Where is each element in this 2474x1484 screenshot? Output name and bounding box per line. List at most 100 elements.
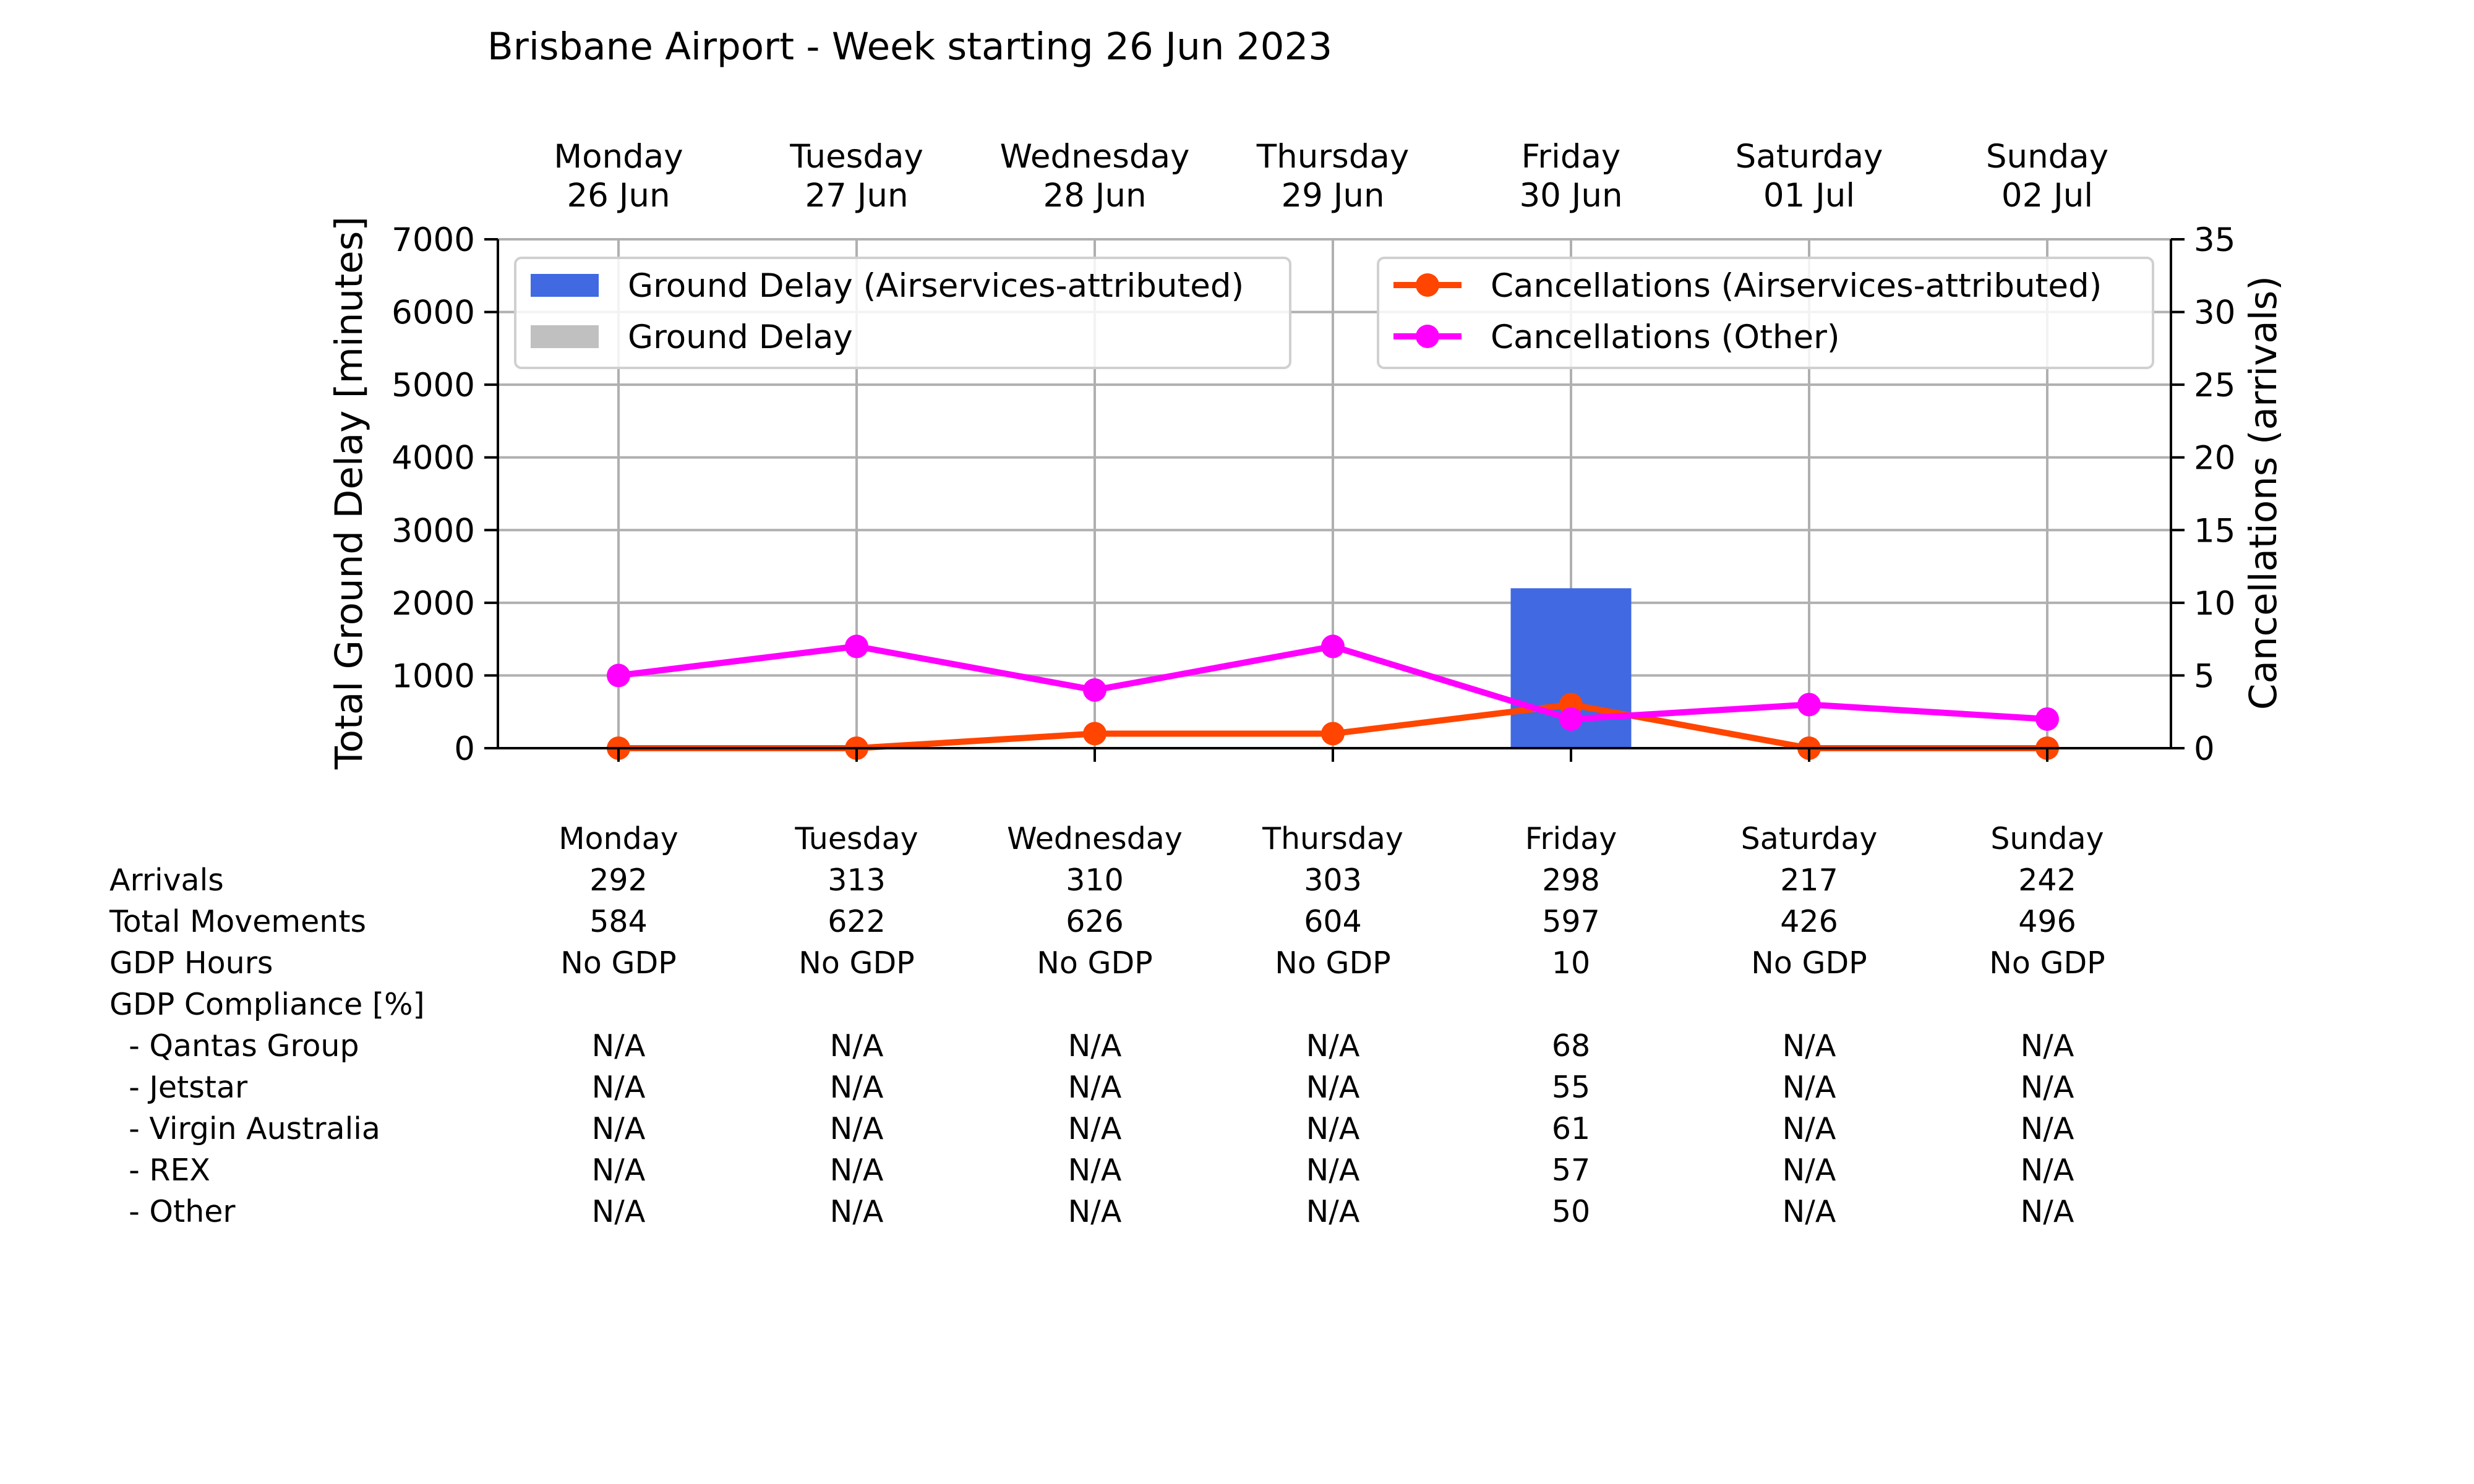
y-axis-label-left: Total Ground Delay [minutes]	[327, 216, 371, 770]
left-tick-label-2: 2000	[392, 585, 475, 623]
top-day-date-4: 30 Jun	[1519, 177, 1622, 215]
axes	[497, 239, 2172, 762]
table-cell: 584	[589, 904, 648, 939]
legend-right-frame	[1377, 257, 2154, 369]
table-cell: N/A	[1783, 1028, 1836, 1064]
legend-label-line-1: Cancellations (Other)	[1491, 318, 1840, 356]
table-row-label-4: - Qantas Group	[109, 1028, 359, 1064]
table-cell: N/A	[2021, 1070, 2074, 1105]
table-cell: N/A	[592, 1028, 646, 1064]
legend-right: Cancellations (Airservices-attributed) Ca…	[1377, 257, 2154, 369]
table-cell: No GDP	[798, 945, 914, 981]
chart-title: Brisbane Airport - Week starting 26 Jun …	[487, 25, 1332, 69]
top-day-date-2: 28 Jun	[1043, 177, 1146, 215]
right-ticks: 0 5 10 15 20 25 30 35	[2171, 221, 2235, 768]
point-cancellations-airservices-2	[1083, 722, 1106, 746]
table-row-label-1: Total Movements	[109, 904, 366, 939]
table-cell: 10	[1552, 945, 1590, 981]
legend-label-bar-1: Ground Delay	[628, 318, 853, 356]
stats-table: Monday Tuesday Wednesday Thursday Friday Satu…	[109, 821, 2105, 1229]
table-cell: 68	[1552, 1028, 1590, 1064]
table-row-label-8: - Other	[109, 1194, 236, 1229]
table-cell: 298	[1542, 863, 1600, 898]
table-cell: No GDP	[1751, 945, 1867, 981]
table-cell: N/A	[592, 1194, 646, 1229]
table-cell: N/A	[1306, 1070, 1360, 1105]
left-tick-label-1: 1000	[392, 657, 475, 695]
right-tick-label-6: 30	[2194, 294, 2235, 332]
table-cell: N/A	[1306, 1111, 1360, 1146]
top-day-date-5: 01 Jul	[1763, 177, 1855, 215]
table-cell: No GDP	[1275, 945, 1390, 981]
legend-label-bar-0: Ground Delay (Airservices-attributed)	[628, 267, 1244, 305]
table-cell: 217	[1780, 863, 1838, 898]
table-cell: N/A	[2021, 1028, 2074, 1064]
table-cell: 292	[589, 863, 648, 898]
legend-swatch-1	[531, 325, 599, 348]
table-cell: 426	[1780, 904, 1838, 939]
right-tick-label-2: 10	[2194, 585, 2235, 623]
top-day-name-4: Friday	[1522, 138, 1621, 176]
table-cell: N/A	[1783, 1153, 1836, 1188]
top-day-date-6: 02 Jul	[2001, 177, 2093, 215]
table-row-label-0: Arrivals	[109, 863, 224, 898]
right-tick-label-1: 5	[2194, 657, 2215, 695]
table-cell: N/A	[830, 1111, 884, 1146]
point-cancellations-other-4	[1559, 707, 1583, 731]
table-cell: N/A	[1068, 1028, 1122, 1064]
table-cell: 313	[828, 863, 886, 898]
table-cell: N/A	[1068, 1070, 1122, 1105]
point-cancellations-other-0	[607, 663, 630, 688]
table-header-6: Sunday	[1990, 821, 2104, 856]
table-cell: 242	[2018, 863, 2076, 898]
table-header-3: Thursday	[1262, 821, 1403, 856]
table-cell: No GDP	[1989, 945, 2105, 981]
table-cell: 604	[1304, 904, 1362, 939]
table-cell: N/A	[1068, 1194, 1122, 1229]
left-tick-label-6: 6000	[392, 294, 475, 332]
table-cell: No GDP	[1037, 945, 1152, 981]
table-header-0: Monday	[559, 821, 678, 856]
table-cell: N/A	[592, 1153, 646, 1188]
left-ticks: 0 1000 2000 3000 4000 5000 6000 7000	[392, 221, 498, 768]
table-cell: 310	[1066, 863, 1124, 898]
point-cancellations-other-3	[1321, 634, 1345, 659]
table-cell: N/A	[1306, 1153, 1360, 1188]
point-cancellations-other-6	[2035, 707, 2059, 731]
table-cell: N/A	[1783, 1111, 1836, 1146]
left-tick-label-3: 3000	[392, 512, 475, 550]
legend-swatch-0	[531, 274, 599, 297]
table-cell: 50	[1552, 1194, 1590, 1229]
point-cancellations-other-5	[1797, 693, 1821, 717]
table-cell: N/A	[1068, 1111, 1122, 1146]
table-cell: 626	[1066, 904, 1124, 939]
table-cell: N/A	[830, 1153, 884, 1188]
legend-marker-0	[1416, 273, 1439, 297]
point-cancellations-other-1	[845, 634, 868, 659]
table-cell: N/A	[830, 1028, 884, 1064]
top-day-name-3: Thursday	[1256, 138, 1409, 176]
right-tick-label-0: 0	[2194, 730, 2215, 768]
legend-left-frame	[514, 257, 1291, 369]
top-day-date-0: 26 Jun	[567, 177, 670, 215]
right-tick-label-4: 20	[2194, 440, 2235, 477]
right-tick-label-3: 15	[2194, 512, 2235, 550]
table-header-2: Wednesday	[1007, 821, 1183, 856]
top-day-name-6: Sunday	[1986, 138, 2108, 176]
table-cell: N/A	[1306, 1194, 1360, 1229]
table-cell: 597	[1542, 904, 1600, 939]
table-cell: N/A	[1783, 1194, 1836, 1229]
left-tick-label-4: 4000	[392, 440, 475, 477]
table-cell: N/A	[592, 1070, 646, 1105]
right-tick-label-5: 25	[2194, 367, 2235, 404]
table-cell: No GDP	[560, 945, 676, 981]
table-cell: N/A	[830, 1194, 884, 1229]
table-cell: N/A	[2021, 1153, 2074, 1188]
top-day-date-1: 27 Jun	[805, 177, 908, 215]
table-row-label-5: - Jetstar	[109, 1070, 248, 1105]
top-day-name-1: Tuesday	[789, 138, 923, 176]
right-tick-label-7: 35	[2194, 221, 2235, 259]
table-row-label-7: - REX	[109, 1153, 210, 1188]
table-cell: 622	[828, 904, 886, 939]
